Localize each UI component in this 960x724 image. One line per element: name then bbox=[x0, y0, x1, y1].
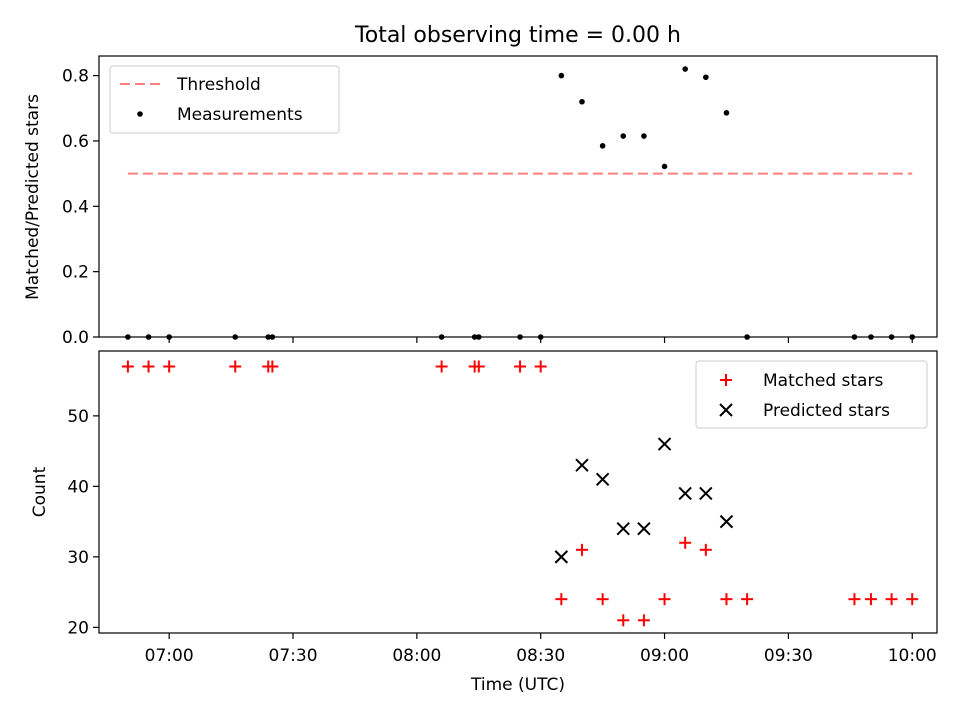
measurement-point bbox=[558, 72, 565, 79]
measurement-point bbox=[682, 66, 688, 72]
top-ytick-label: 0.8 bbox=[62, 67, 89, 87]
bottom-xtick-label: 09:00 bbox=[640, 646, 689, 666]
matched-star-point bbox=[906, 593, 919, 606]
measurement-point bbox=[599, 143, 606, 149]
measurement-point bbox=[641, 133, 647, 139]
top-legend: Threshold Measurements bbox=[109, 65, 340, 134]
matched-star-point bbox=[229, 360, 242, 373]
matched-star-point bbox=[163, 360, 176, 373]
top-title: Total observing time = 0.00 h bbox=[354, 23, 681, 48]
matched-star-point bbox=[121, 360, 134, 373]
matched-star-point bbox=[555, 593, 568, 606]
matched-star-point bbox=[637, 614, 650, 627]
legend-predicted-swatch bbox=[719, 403, 733, 417]
matched-star-point bbox=[741, 593, 754, 606]
top-ytick-label: 0.6 bbox=[62, 132, 89, 152]
matched-star-point bbox=[617, 614, 630, 627]
bottom-axes-frame bbox=[98, 350, 938, 634]
bottom-ytick-label: 30 bbox=[67, 548, 89, 568]
bottom-legend-box bbox=[695, 360, 928, 429]
predicted-star-point bbox=[657, 437, 672, 451]
matched-star-point bbox=[864, 593, 877, 606]
legend-measurements-label: Measurements bbox=[177, 105, 303, 125]
bottom-xtick-label: 09:30 bbox=[764, 646, 813, 666]
measurement-point bbox=[661, 163, 668, 170]
legend-matched-label: Matched stars bbox=[763, 371, 883, 391]
star-count-points bbox=[121, 360, 919, 627]
bottom-xtick-label: 08:00 bbox=[392, 646, 441, 666]
legend-predicted-label: Predicted stars bbox=[763, 401, 890, 421]
predicted-star-point bbox=[678, 486, 692, 501]
measurement-point bbox=[579, 98, 585, 105]
matched-star-point bbox=[534, 360, 547, 373]
top-ytick-label: 0.0 bbox=[62, 328, 89, 348]
matched-star-point bbox=[885, 593, 898, 606]
predicted-star-point bbox=[595, 472, 610, 487]
matched-star-point bbox=[596, 593, 609, 606]
bottom-xtick-label: 07:00 bbox=[145, 646, 194, 666]
bottom-ticks: 20 30 40 50 07:00 07:30 08:00 08:30 09:00 09:30 10… bbox=[67, 407, 936, 666]
matched-star-point bbox=[679, 536, 692, 549]
matched-star-point bbox=[720, 593, 733, 606]
matched-star-point bbox=[472, 360, 485, 373]
predicted-star-point bbox=[637, 521, 651, 536]
matched-star-point bbox=[435, 360, 448, 373]
measurement-point bbox=[703, 74, 709, 81]
matched-star-point bbox=[514, 360, 527, 373]
measurement-point bbox=[723, 110, 730, 116]
legend-measurements-swatch bbox=[137, 111, 143, 117]
top-ylabel: Matched/Predicted stars bbox=[23, 94, 43, 300]
legend-threshold-label: Threshold bbox=[176, 75, 261, 95]
bottom-ytick-label: 40 bbox=[67, 477, 89, 497]
bottom-xtick-label: 10:00 bbox=[888, 646, 937, 666]
predicted-star-point bbox=[575, 458, 589, 472]
predicted-star-point bbox=[616, 521, 630, 536]
matched-star-point bbox=[575, 543, 588, 556]
top-ytick-label: 0.2 bbox=[62, 263, 89, 283]
top-panel: Total observing time = 0.00 h 0.00.20.40… bbox=[23, 23, 938, 348]
top-ticks: 0.0 0.2 0.4 0.6 0.8 bbox=[62, 67, 913, 348]
bottom-legend: Matched stars Predicted stars bbox=[695, 360, 928, 429]
bottom-xlabel: Time (UTC) bbox=[470, 675, 565, 695]
bottom-ytick-label: 20 bbox=[67, 618, 89, 638]
matched-star-point bbox=[266, 360, 279, 373]
measurement-point bbox=[620, 133, 627, 139]
bottom-panel: 20 30 40 50 07:00 07:30 08:00 08:30 09:00 09:30 10… bbox=[30, 350, 938, 695]
predicted-star-point bbox=[699, 486, 713, 501]
matched-star-point bbox=[848, 593, 861, 606]
bottom-ytick-label: 50 bbox=[67, 407, 89, 427]
legend-matched-swatch bbox=[720, 374, 732, 386]
predicted-star-point bbox=[719, 514, 734, 529]
matched-star-point bbox=[142, 360, 155, 373]
bottom-xtick-label: 08:30 bbox=[516, 646, 565, 666]
matched-star-point bbox=[658, 593, 671, 606]
top-axes-frame bbox=[98, 55, 938, 338]
predicted-star-point bbox=[554, 550, 569, 564]
top-legend-box bbox=[109, 65, 340, 134]
matched-star-point bbox=[699, 543, 712, 556]
bottom-xtick-label: 07:30 bbox=[269, 646, 318, 666]
top-ytick-label: 0.4 bbox=[62, 197, 89, 217]
bottom-ylabel: Count bbox=[30, 466, 50, 517]
